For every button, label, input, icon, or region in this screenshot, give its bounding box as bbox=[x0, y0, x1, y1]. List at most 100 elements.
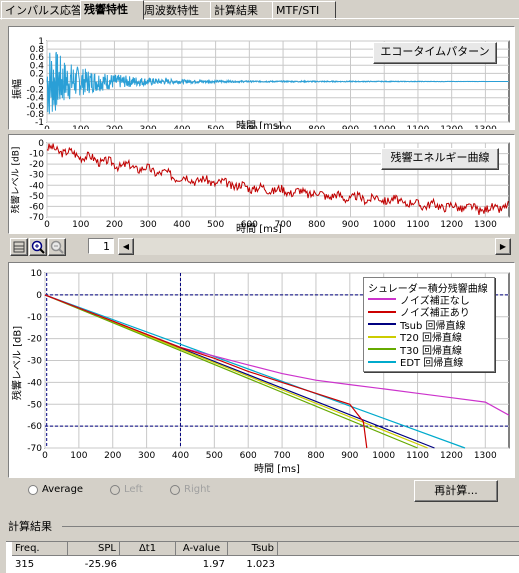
energy-xtick: 1200 bbox=[440, 220, 463, 230]
energy-xtick: 0 bbox=[44, 220, 50, 230]
echo-xtick: 900 bbox=[342, 125, 359, 129]
decay-ytick: -30 bbox=[27, 357, 42, 367]
energy-xlabel: 時間 [ms] bbox=[236, 223, 282, 233]
energy-ytick: 0 bbox=[38, 139, 44, 149]
tab-reverberation[interactable]: 残響特性 bbox=[80, 0, 144, 20]
energy-xtick: 300 bbox=[140, 220, 157, 230]
horizontal-scrollbar[interactable]: ◀ ▶ bbox=[118, 238, 511, 255]
decay-chart-panel: 10 0 -10 -20 -30 -40 -50 -60 -70 0 100 200 300 400 50… bbox=[8, 262, 515, 478]
zoom-out-icon[interactable] bbox=[48, 238, 66, 256]
average-radio[interactable]: Average bbox=[28, 484, 83, 495]
scroll-left-icon[interactable]: ◀ bbox=[118, 238, 134, 255]
energy-ytick: -10 bbox=[29, 150, 44, 160]
legend-item: T30 回帰直線 bbox=[368, 343, 463, 357]
cell-dt1 bbox=[120, 558, 173, 571]
legend-label: T30 回帰直線 bbox=[400, 345, 463, 357]
reverb-energy-chart: 0-10-20-30-40-50-60-70 0 100 200 300 400 500 6… bbox=[10, 139, 510, 235]
echo-ylabel: 振幅 bbox=[10, 79, 23, 99]
decay-series-line bbox=[44, 294, 418, 449]
decay-xtick: 700 bbox=[273, 451, 290, 461]
legend-label: EDT 回帰直線 bbox=[400, 358, 464, 369]
right-radio[interactable]: Right bbox=[170, 484, 210, 495]
decay-xtick: 500 bbox=[206, 451, 223, 461]
decay-xlabel: 時間 [ms] bbox=[254, 463, 300, 475]
echo-waveform bbox=[46, 51, 509, 114]
page-number-field[interactable]: 1 bbox=[88, 238, 114, 254]
echo-ytick: 0 bbox=[38, 78, 44, 88]
energy-chart-panel: 0 -10 -20 -30 -40 -50 -60 -70 0 100 200 300 400 500 6… bbox=[8, 134, 515, 235]
decay-ytick: -20 bbox=[27, 335, 42, 345]
fit-view-icon[interactable] bbox=[10, 238, 28, 256]
left-radio[interactable]: Left bbox=[110, 484, 143, 495]
col-dt1[interactable]: Δt1 bbox=[120, 542, 176, 556]
echo-time-pattern-button[interactable]: エコータイムパターン bbox=[373, 42, 497, 64]
decay-xtick: 900 bbox=[341, 451, 358, 461]
decay-xtick: 1000 bbox=[372, 451, 395, 461]
energy-ytick: -70 bbox=[29, 213, 44, 223]
tab-mtf-sti[interactable]: MTF/STI bbox=[272, 1, 336, 20]
echo-ytick: 0.8 bbox=[30, 45, 45, 55]
legend-swatch bbox=[368, 360, 396, 363]
decay-ytick: -60 bbox=[27, 422, 42, 432]
energy-xtick: 700 bbox=[274, 220, 291, 230]
echo-xtick: 1000 bbox=[373, 125, 396, 129]
radio-dot bbox=[170, 484, 180, 495]
energy-ytick: -20 bbox=[29, 160, 44, 170]
reverb-energy-button[interactable]: 残響エネルギー曲線 bbox=[381, 148, 499, 170]
energy-xtick: 600 bbox=[241, 220, 258, 230]
energy-ytick: -40 bbox=[29, 181, 44, 191]
legend-item: ノイズ補正なし bbox=[368, 293, 470, 307]
energy-xtick: 900 bbox=[342, 220, 359, 230]
col-freq[interactable]: Freq. bbox=[12, 542, 68, 556]
col-a-value[interactable]: A-value bbox=[176, 542, 228, 556]
radio-dot bbox=[28, 484, 38, 495]
zoom-in-icon[interactable] bbox=[29, 238, 47, 256]
legend-item: Tsub 回帰直線 bbox=[368, 318, 466, 332]
radio-dot bbox=[110, 484, 120, 495]
decay-xtick: 300 bbox=[138, 451, 155, 461]
echo-xtick: 1200 bbox=[440, 125, 463, 129]
echo-xlabel: 時間 [ms] bbox=[236, 120, 282, 129]
decay-xtick: 400 bbox=[172, 451, 189, 461]
tab-results[interactable]: 計算結果 bbox=[210, 1, 275, 20]
echo-xtick: 100 bbox=[72, 125, 89, 129]
echo-ytick: -0.4 bbox=[26, 94, 44, 104]
legend-swatch bbox=[368, 323, 396, 325]
col-tsub[interactable]: Tsub bbox=[228, 542, 278, 556]
energy-xtick: 1300 bbox=[474, 220, 497, 230]
scroll-right-icon[interactable]: ▶ bbox=[495, 238, 511, 255]
echo-xtick: 200 bbox=[106, 125, 123, 129]
energy-xtick: 100 bbox=[72, 220, 89, 230]
legend-label: Tsub 回帰直線 bbox=[400, 320, 466, 332]
decay-ytick: 10 bbox=[31, 269, 43, 279]
decay-xtick: 100 bbox=[70, 451, 87, 461]
energy-ytick: -60 bbox=[29, 202, 44, 212]
decay-ytick: -10 bbox=[27, 313, 42, 323]
cell-tsub: 1.023 bbox=[246, 559, 275, 570]
energy-xtick: 1100 bbox=[406, 220, 429, 230]
decay-xtick: 1300 bbox=[474, 451, 497, 461]
legend-item: T20 回帰直線 bbox=[368, 331, 463, 344]
col-spl[interactable]: SPL bbox=[68, 542, 120, 556]
decay-ytick: 0 bbox=[36, 291, 42, 301]
energy-xtick: 800 bbox=[308, 220, 325, 230]
cell-a-value: 1.97 bbox=[202, 559, 225, 570]
tab-frequency[interactable]: 周波数特性 bbox=[140, 1, 212, 20]
recalculate-button[interactable]: 再計算... bbox=[414, 480, 498, 502]
energy-ytick: -50 bbox=[29, 192, 44, 202]
tab-bar: インパルス応答 残響特性 周波数特性 計算結果 MTF/STI bbox=[0, 0, 519, 20]
cell-freq: 315 bbox=[15, 559, 35, 570]
legend-label: ノイズ補正あり bbox=[400, 308, 470, 319]
energy-xtick: 400 bbox=[173, 220, 190, 230]
legend-item: ノイズ補正あり bbox=[368, 306, 470, 319]
results-table: Freq. SPL Δt1 A-value Tsub 315 -25.96 1.… bbox=[6, 541, 519, 573]
legend-label: T20 回帰直線 bbox=[400, 333, 463, 344]
legend-title: シュレーダー積分残響曲線 bbox=[368, 284, 488, 295]
tab-impulse-response[interactable]: インパルス応答 bbox=[1, 1, 82, 20]
echo-xtick: 300 bbox=[140, 125, 157, 129]
decay-series-line bbox=[44, 294, 368, 449]
legend-label: ノイズ補正なし bbox=[400, 295, 470, 307]
echo-ytick: 0.4 bbox=[30, 61, 45, 71]
energy-xtick: 500 bbox=[207, 220, 224, 230]
energy-xtick: 1000 bbox=[373, 220, 396, 230]
